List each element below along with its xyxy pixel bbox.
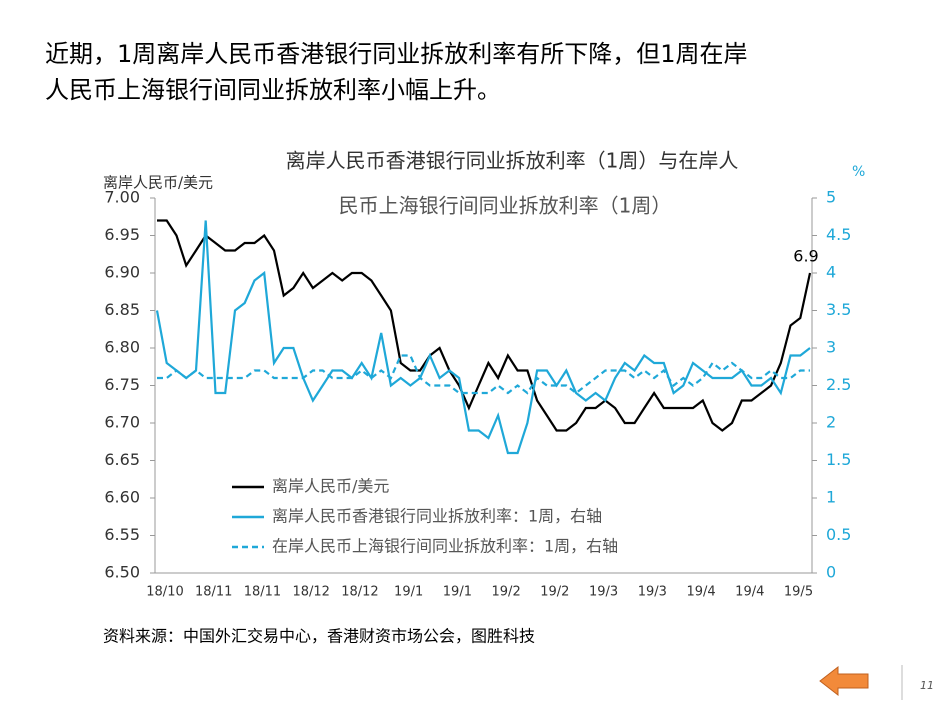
y-tick-label: 6.80 — [104, 338, 140, 357]
x-tick-label: 18/10 — [146, 585, 183, 600]
heading-line: 近期，1周离岸人民币香港银行同业拆放利率有所下降，但1周在岸 — [45, 40, 748, 68]
series-line — [155, 220, 811, 455]
y-tick-label: 6.55 — [104, 525, 140, 544]
y-tick-label: 6.60 — [104, 488, 140, 507]
annotation: 6.9 — [793, 247, 818, 266]
legend-label: 离岸人民币/美元 — [272, 477, 389, 496]
heading-line: 人民币上海银行间同业拆放利率小幅上升。 — [45, 76, 501, 104]
y-tick-label: 6.85 — [104, 300, 140, 319]
page-number: 11 — [920, 679, 934, 692]
series-line — [157, 219, 812, 432]
x-tick-label: 19/1 — [443, 585, 472, 600]
chart-title: 离岸人民币香港银行同业拆放利率（1周）与在岸人 — [286, 149, 739, 173]
x-tick-label: 19/2 — [492, 585, 521, 600]
x-tick-label: 19/4 — [686, 585, 715, 600]
x-tick-label: 19/1 — [394, 585, 423, 600]
y-tick-label: 6.90 — [104, 263, 140, 282]
legend-label: 在岸人民币上海银行间同业拆放利率：1周，右轴 — [272, 537, 618, 556]
x-tick-label: 19/2 — [540, 585, 569, 600]
y-tick-label: 6.75 — [104, 375, 140, 394]
source: 资料来源：中国外汇交易中心，香港财资市场公会，图胜科技 — [103, 627, 535, 646]
x-tick-label: 18/11 — [244, 585, 281, 600]
y2-tick-label: 2 — [826, 413, 836, 432]
y2-tick-label: 4.5 — [826, 225, 851, 244]
y2-tick-label: 2.5 — [826, 375, 851, 394]
x-tick-label: 19/3 — [589, 585, 618, 600]
legend-label: 离岸人民币香港银行同业拆放利率：1周，右轴 — [272, 507, 602, 526]
y2-tick-label: 3 — [826, 338, 836, 357]
x-tick-label: 19/5 — [784, 585, 813, 600]
x-tick-label: 19/4 — [735, 585, 764, 600]
y2-axis-label: % — [852, 164, 865, 180]
y2-tick-label: 4 — [826, 263, 836, 282]
y2-tick-label: 3.5 — [826, 300, 851, 319]
x-tick-label: 19/3 — [638, 585, 667, 600]
y-tick-label: 6.70 — [104, 413, 140, 432]
chart-title: 民币上海银行间同业拆放利率（1周） — [339, 194, 672, 218]
x-tick-label: 18/11 — [195, 585, 232, 600]
x-tick-label: 18/12 — [292, 585, 329, 600]
y2-tick-label: 5 — [826, 188, 836, 207]
y2-tick-label: 1 — [826, 488, 836, 507]
y2-tick-label: 0 — [826, 563, 836, 582]
back-arrow[interactable] — [819, 665, 869, 697]
series-line — [157, 354, 810, 395]
y2-tick-label: 1.5 — [826, 450, 851, 469]
y-tick-label: 7.00 — [104, 188, 140, 207]
y-axis-label: 离岸人民币/美元 — [103, 174, 213, 192]
y-tick-label: 6.65 — [104, 450, 140, 469]
x-tick-label: 18/12 — [341, 585, 378, 600]
y2-tick-label: 0.5 — [826, 525, 851, 544]
y-tick-label: 6.95 — [104, 225, 140, 244]
y-tick-label: 6.50 — [104, 563, 140, 582]
